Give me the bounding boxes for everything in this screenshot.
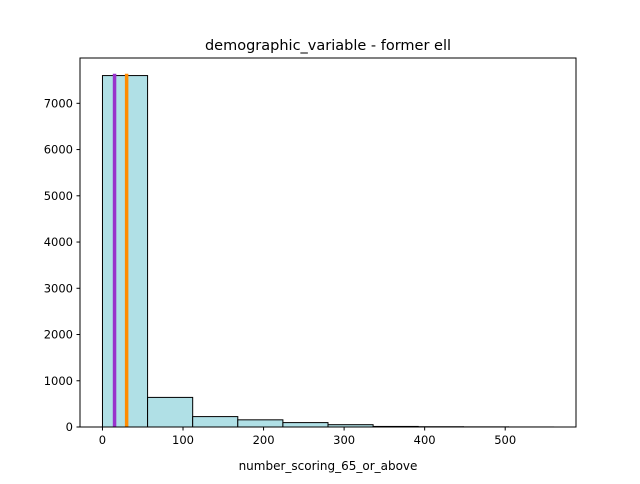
x-tick-label: 300: [333, 433, 355, 447]
y-tick-label: 0: [66, 420, 73, 434]
y-tick-label: 2000: [44, 328, 73, 342]
histogram-bar: [148, 397, 193, 427]
histogram-bar: [238, 420, 283, 427]
x-tick-label: 200: [253, 433, 275, 447]
x-tick-label: 400: [414, 433, 436, 447]
histogram-bar: [283, 423, 328, 427]
x-axis-label: number_scoring_65_or_above: [239, 459, 418, 473]
y-tick-label: 6000: [44, 143, 73, 157]
chart-title: demographic_variable - former ell: [205, 38, 451, 54]
y-tick-label: 1000: [44, 374, 73, 388]
x-tick-label: 0: [99, 433, 106, 447]
x-tick-label: 500: [494, 433, 516, 447]
y-tick-label: 5000: [44, 189, 73, 203]
y-tick-label: 4000: [44, 235, 73, 249]
y-tick-label: 3000: [44, 281, 73, 295]
histogram-bar: [193, 417, 238, 427]
x-tick-label: 100: [172, 433, 194, 447]
y-tick-label: 7000: [44, 96, 73, 110]
